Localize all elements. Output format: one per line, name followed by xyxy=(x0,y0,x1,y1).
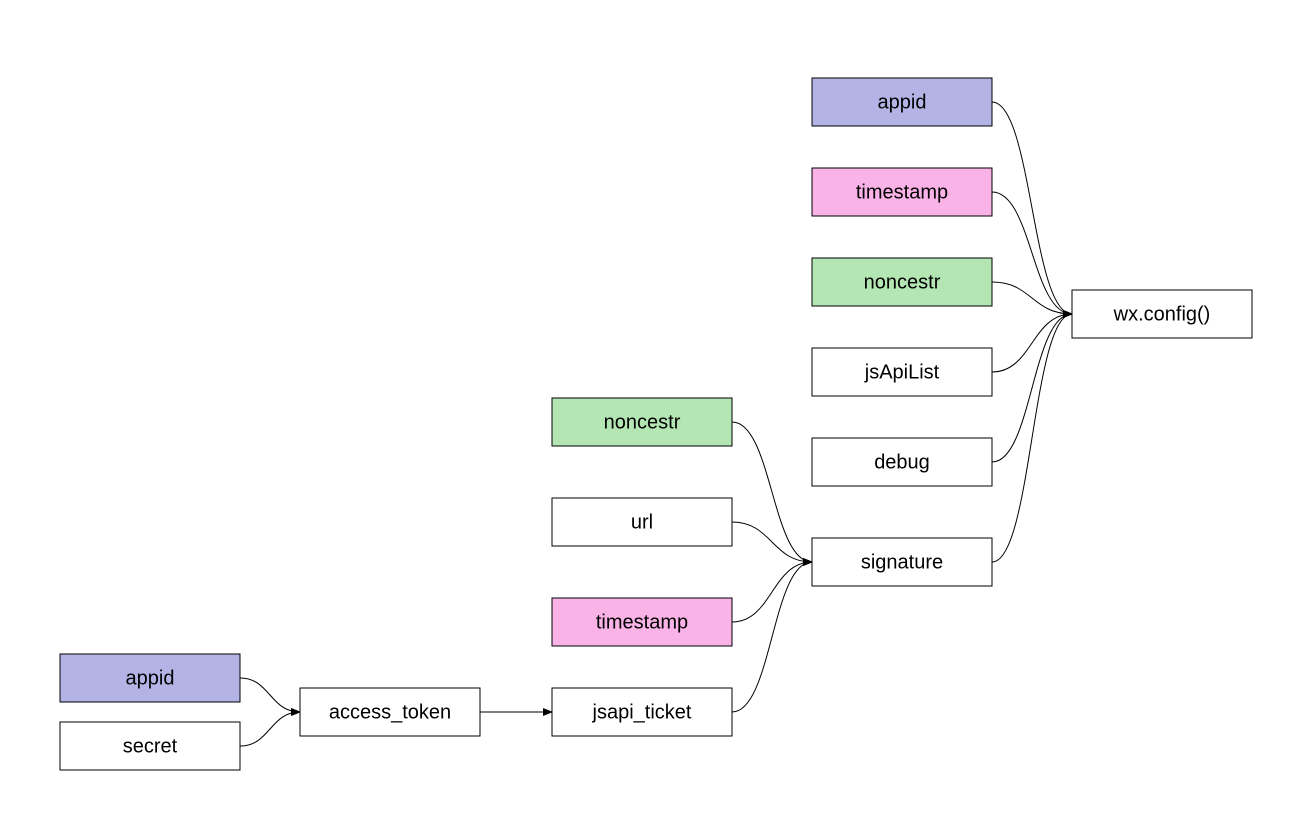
node-label-noncestr2: noncestr xyxy=(864,271,941,293)
edge-noncestr1-to-signature xyxy=(732,422,812,562)
node-label-appid2: appid xyxy=(878,91,927,113)
edge-appid1-to-access_token xyxy=(240,678,300,712)
node-label-jsapi_ticket: jsapi_ticket xyxy=(592,701,692,723)
node-label-appid1: appid xyxy=(126,667,175,689)
node-label-timestamp1: timestamp xyxy=(596,611,688,633)
edge-signature-to-wxconfig xyxy=(992,314,1072,562)
node-label-secret: secret xyxy=(123,735,178,757)
node-label-jsApiList: jsApiList xyxy=(864,361,940,383)
node-label-timestamp2: timestamp xyxy=(856,181,948,203)
edge-jsapi_ticket-to-signature xyxy=(732,562,812,712)
flowchart-diagram: appid secret access_token jsapi_ticket nonce… xyxy=(0,0,1292,826)
edge-secret-to-access_token xyxy=(240,712,300,746)
node-label-noncestr1: noncestr xyxy=(604,411,681,433)
node-label-signature: signature xyxy=(861,551,943,573)
edge-appid2-to-wxconfig xyxy=(992,102,1072,314)
node-label-access_token: access_token xyxy=(329,701,451,723)
node-label-wxconfig: wx.config() xyxy=(1113,303,1211,325)
edge-timestamp1-to-signature xyxy=(732,562,812,622)
node-label-url: url xyxy=(631,511,653,533)
edge-url-to-signature xyxy=(732,522,812,562)
node-label-debug: debug xyxy=(874,451,930,473)
